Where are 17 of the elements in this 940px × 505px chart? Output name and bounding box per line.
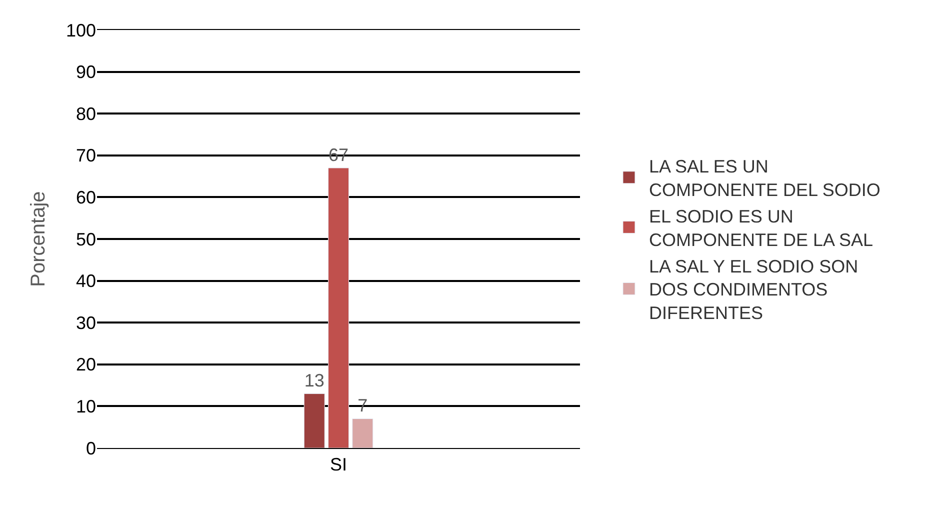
y-tick-label: 30 (76, 312, 96, 333)
y-tick-label: 90 (76, 62, 96, 82)
y-tick-label: 60 (76, 188, 96, 208)
y-tick-label: 10 (76, 396, 96, 416)
data-label: 13 (304, 370, 324, 391)
legend-label: LA SAL Y EL SODIO SON DOS CONDIMENTOS DIFERENTES (648, 256, 858, 324)
y-tick-label: 80 (76, 104, 96, 124)
y-tick-label: 70 (76, 146, 96, 166)
y-tick-label: 50 (76, 229, 96, 250)
y-tick-label: 100 (66, 20, 96, 40)
y-tick-label: 20 (76, 354, 96, 375)
x-tick-label: SI (330, 454, 348, 475)
y-tick-label: 40 (76, 271, 96, 292)
legend-label: EL SODIO ES UN COMPONENTE DE LA SAL (648, 206, 874, 250)
y-axis-title: Porcentaje (27, 191, 50, 287)
legend-label: LA SAL ES UN COMPONENTE DEL SODIO (648, 156, 880, 200)
y-tick-label: 0 (86, 438, 96, 458)
